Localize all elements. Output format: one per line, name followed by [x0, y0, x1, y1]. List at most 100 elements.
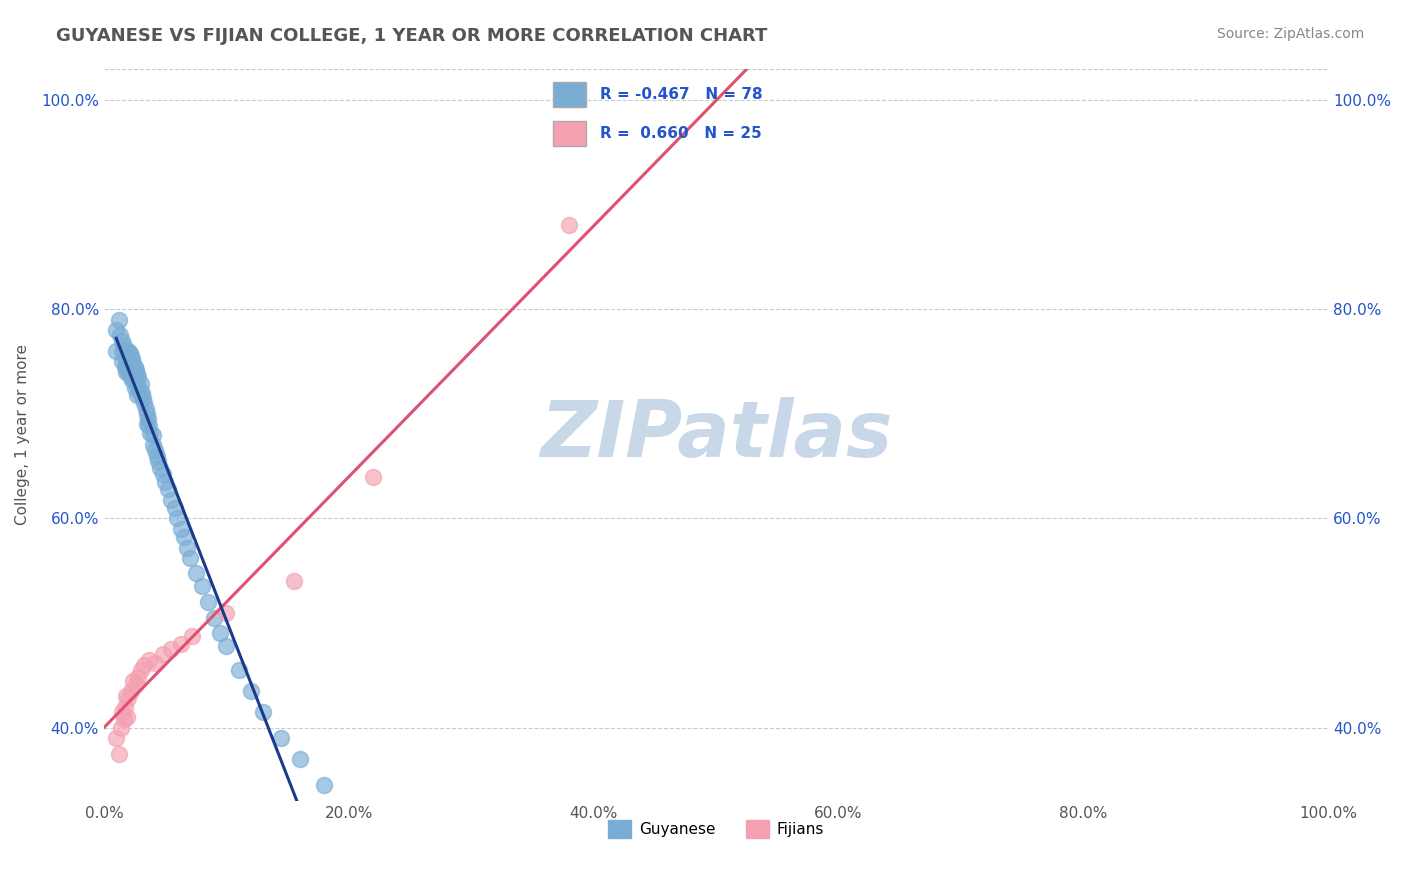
Point [139, 425, 162, 440]
Text: R =  0.660   N = 25: R = 0.660 N = 25 [600, 126, 762, 141]
Point [121, 363, 143, 377]
Point [191, 579, 214, 593]
Point [173, 530, 195, 544]
Point [115, 365, 138, 379]
Point [125, 373, 148, 387]
Point [115, 690, 138, 704]
Point [215, 639, 238, 653]
Text: Source: ZipAtlas.com: Source: ZipAtlas.com [1216, 27, 1364, 41]
Point [215, 606, 238, 620]
Point [142, 427, 165, 442]
Point [114, 359, 136, 374]
Y-axis label: College, 1 year or more: College, 1 year or more [15, 344, 30, 525]
Point [179, 551, 201, 566]
Point [142, 438, 165, 452]
Point [114, 699, 136, 714]
Point [111, 343, 134, 358]
Point [135, 401, 157, 416]
Point [117, 354, 139, 368]
Point [145, 443, 167, 458]
Point [120, 684, 142, 698]
Point [115, 710, 138, 724]
Point [361, 469, 384, 483]
Point [111, 705, 134, 719]
Point [152, 467, 174, 482]
Point [124, 359, 146, 374]
Point [125, 377, 148, 392]
Point [132, 391, 155, 405]
Point [170, 522, 193, 536]
Point [115, 359, 138, 374]
Point [125, 363, 148, 377]
Point [105, 731, 128, 745]
Point [197, 595, 219, 609]
Point [558, 219, 581, 233]
Point [112, 339, 135, 353]
Point [181, 629, 204, 643]
Point [120, 349, 142, 363]
Point [160, 492, 183, 507]
Point [111, 354, 134, 368]
Point [117, 343, 139, 358]
Point [160, 642, 183, 657]
Point [118, 346, 141, 360]
Text: R = -0.467   N = 78: R = -0.467 N = 78 [600, 87, 763, 102]
Text: GUYANESE VS FIJIAN COLLEGE, 1 YEAR OR MORE CORRELATION CHART: GUYANESE VS FIJIAN COLLEGE, 1 YEAR OR MO… [56, 27, 768, 45]
Point [152, 648, 174, 662]
Point [115, 349, 138, 363]
Point [117, 691, 139, 706]
Point [107, 747, 129, 761]
Point [138, 653, 160, 667]
Point [125, 367, 148, 381]
Point [122, 673, 145, 688]
Point [129, 388, 152, 402]
Point [202, 611, 225, 625]
FancyBboxPatch shape [553, 81, 586, 107]
Point [239, 684, 262, 698]
Point [127, 381, 149, 395]
Point [170, 637, 193, 651]
Point [129, 663, 152, 677]
Point [135, 417, 157, 432]
Point [120, 370, 142, 384]
Point [146, 454, 169, 468]
Point [145, 449, 167, 463]
Point [114, 349, 136, 363]
Point [122, 357, 145, 371]
Point [127, 670, 149, 684]
Point [112, 712, 135, 726]
Point [288, 752, 311, 766]
Point [283, 574, 305, 589]
Point [127, 370, 149, 384]
Point [134, 657, 156, 672]
Point [105, 343, 128, 358]
Point [118, 357, 141, 371]
Point [252, 705, 274, 719]
Point [105, 323, 128, 337]
Point [135, 407, 157, 421]
Point [136, 412, 159, 426]
Point [153, 475, 176, 489]
Point [125, 676, 148, 690]
Point [138, 419, 160, 434]
Point [115, 354, 138, 368]
Text: ZIPatlas: ZIPatlas [540, 397, 893, 473]
Point [110, 721, 132, 735]
Point [118, 367, 141, 381]
Point [111, 334, 134, 348]
Point [124, 370, 146, 384]
Point [115, 343, 138, 358]
Point [156, 482, 179, 496]
Point [121, 373, 143, 387]
Point [149, 461, 172, 475]
Point [314, 778, 336, 792]
Point [134, 396, 156, 410]
Point [228, 663, 250, 677]
Point [166, 511, 188, 525]
Point [117, 365, 139, 379]
Point [163, 500, 186, 515]
Point [129, 377, 152, 392]
Point [107, 312, 129, 326]
Point [184, 566, 207, 580]
Point [131, 385, 153, 400]
